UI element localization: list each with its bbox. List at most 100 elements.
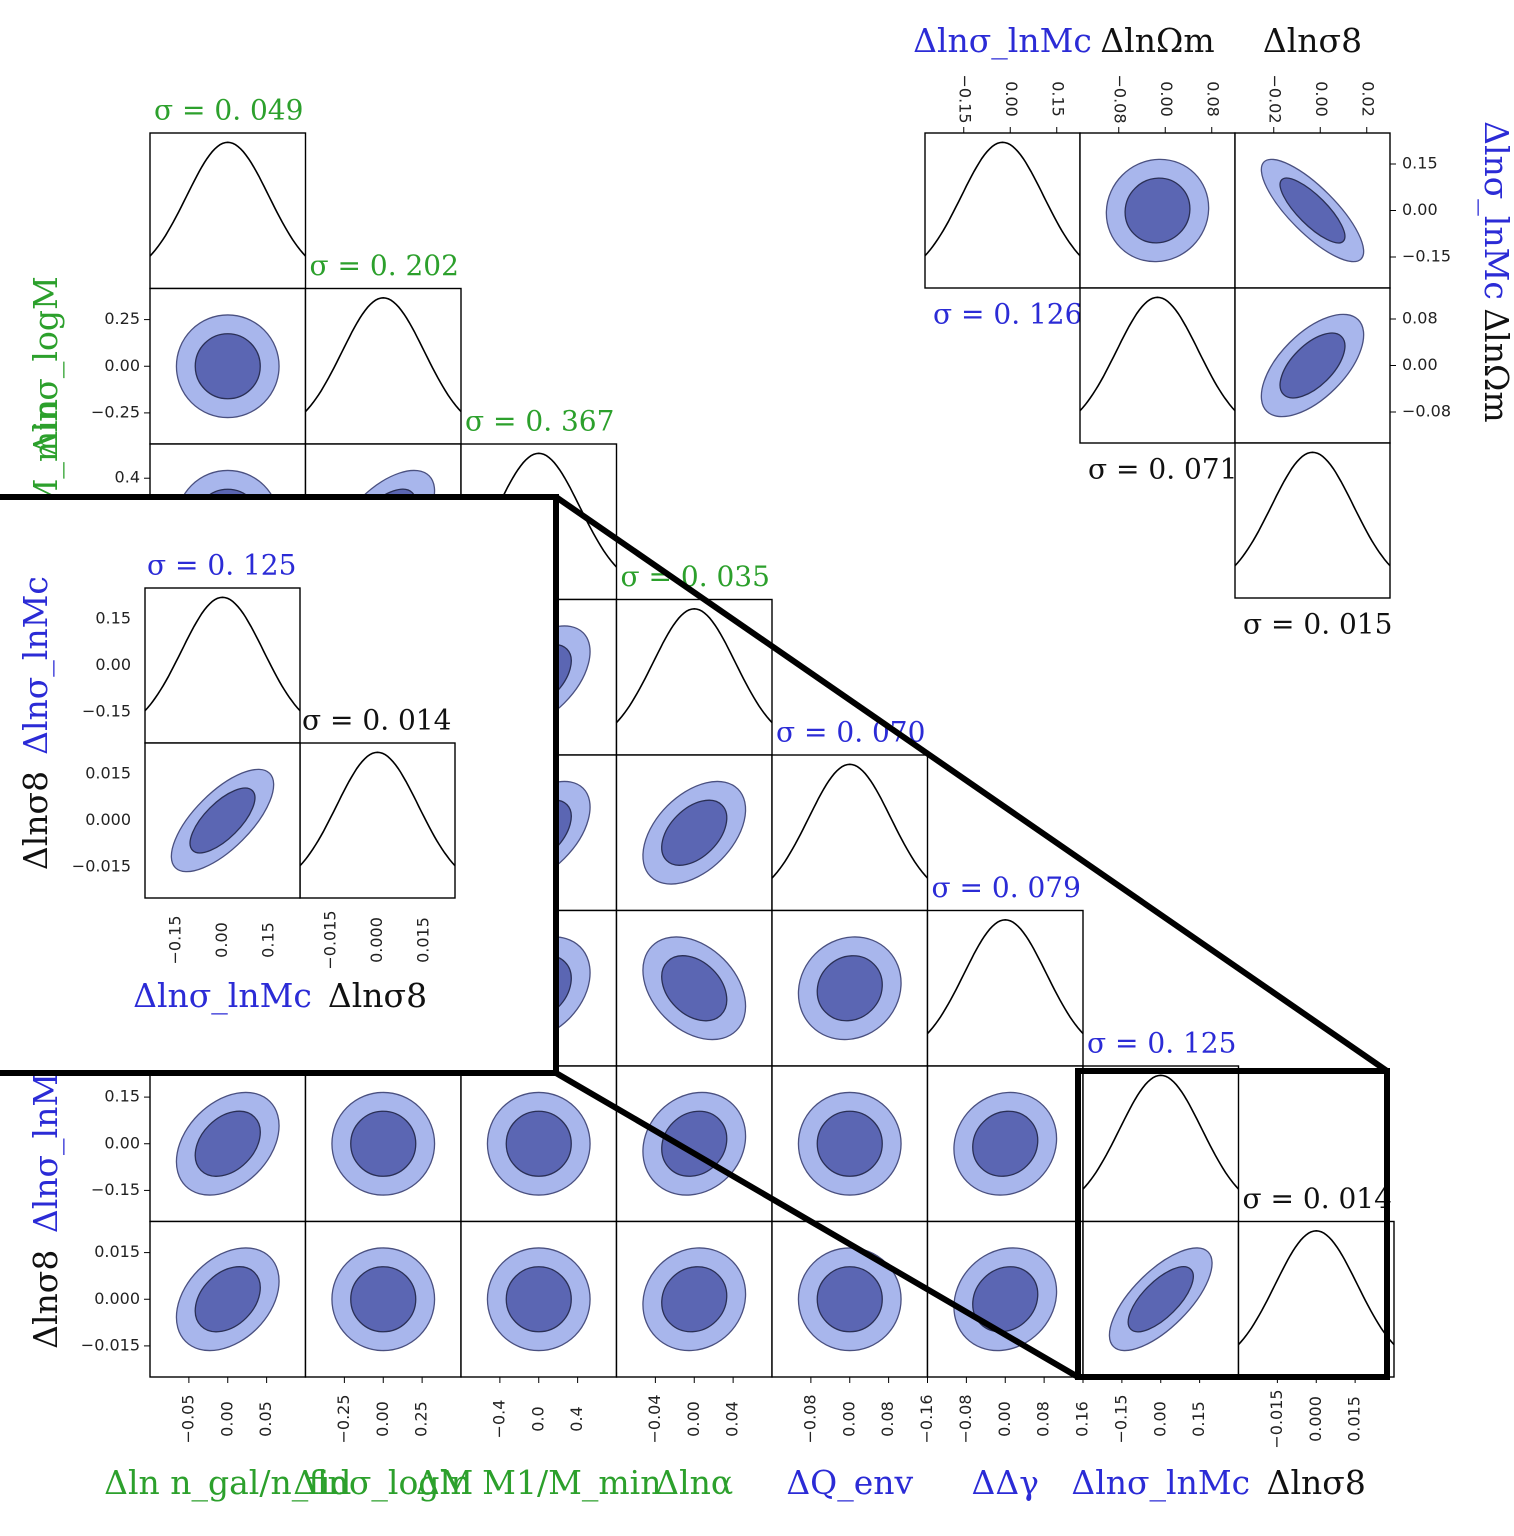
xtick-label-6-0: −0.15	[1111, 1394, 1130, 1443]
panel-7-1-68-contour	[350, 1266, 417, 1333]
panel-7-0-68-contour	[194, 1266, 261, 1333]
top-xtick-label-2-1: 0.00	[1312, 81, 1331, 117]
inset-panel-1-0-68-contour	[189, 787, 256, 854]
xtick-label-2-1: 0.0	[528, 1406, 547, 1431]
inset-ytick-label-0-2: −0.15	[82, 702, 131, 721]
diag-5-curve	[926, 918, 1084, 1035]
ytick-label-6-1: 0.00	[104, 1133, 140, 1152]
diag-7-curve	[1237, 1229, 1395, 1346]
sigma-label-1: σ = 0. 202	[310, 249, 459, 282]
panel-7-6-ellipses	[1108, 1247, 1213, 1352]
top-ytick-label-1-0: 0.08	[1402, 309, 1438, 328]
top-diag-2-curve	[1234, 451, 1391, 567]
top-panel-0-2-ellipses	[1260, 158, 1365, 263]
inset-sigma-label-1: σ = 0. 014	[302, 704, 451, 737]
panel-7-2-68-contour	[505, 1266, 572, 1333]
sigma-label-3: σ = 0. 035	[621, 560, 770, 593]
inset-ytick-label-1-1: 0.000	[85, 810, 131, 829]
inset-ytick-label-0-1: 0.00	[95, 655, 131, 674]
inset-panel-1-0-ellipses	[170, 768, 275, 873]
inset-diag-0-frame	[144, 587, 301, 744]
top-xtick-label-0-2: 0.15	[1048, 81, 1067, 117]
panel-6-5-68-contour	[972, 1110, 1039, 1177]
top-diag-2-frame	[1234, 442, 1391, 599]
panel-5-4-frame	[771, 909, 929, 1067]
ytick-label-2-0: 0.4	[115, 468, 140, 487]
top-xtick-label-1-2: 0.08	[1203, 81, 1222, 117]
top-panel-0-2-68-contour	[1279, 177, 1346, 244]
diag-6-frame	[1082, 1065, 1240, 1223]
panel-7-6-68-contour	[1127, 1266, 1194, 1333]
xtick-label-5-4: 0.16	[1073, 1401, 1092, 1437]
inset-xtick-label-0-0: −0.15	[166, 915, 185, 964]
panel-7-4-ellipses	[797, 1247, 902, 1352]
xtick-label-4-2: 0.08	[878, 1401, 897, 1437]
zoom-box	[1075, 1068, 1390, 1380]
xaxis-label-7: Δlnσ8	[1267, 1463, 1366, 1502]
xtick-label-5-3: 0.08	[1034, 1401, 1053, 1437]
xaxis-label-6: Δlnσ_lnMc	[1071, 1463, 1250, 1503]
diag-3-frame	[615, 598, 773, 756]
top-ytick-label-0-2: −0.15	[1402, 247, 1451, 266]
panel-5-3-ellipses	[642, 936, 747, 1041]
panel-7-2-ellipses	[486, 1247, 591, 1352]
xtick-label-7-1: 0.000	[1306, 1396, 1325, 1442]
xtick-label-5-2: 0.00	[995, 1401, 1014, 1437]
ytick-label-7-2: −0.015	[81, 1335, 140, 1354]
inset-ytick-label-1-0: 0.015	[85, 764, 131, 783]
diag-7-frame	[1237, 1220, 1395, 1378]
sigma-label-4: σ = 0. 070	[776, 716, 925, 749]
top-ytick-label-1-2: −0.08	[1402, 402, 1451, 421]
xtick-label-6-1: 0.00	[1150, 1401, 1169, 1437]
inset-sigma-label-0: σ = 0. 125	[147, 549, 296, 582]
top-xtick-label-0-0: −0.15	[955, 74, 974, 123]
sigma-label-5: σ = 0. 079	[932, 871, 1081, 904]
xtick-label-7-2: 0.015	[1345, 1396, 1364, 1442]
panel-5-3-68-contour	[661, 955, 728, 1022]
diag-5-frame	[926, 909, 1084, 1067]
xtick-label-4-1: 0.00	[839, 1401, 858, 1437]
inset-xtick-label-1-1: 0.000	[367, 917, 386, 963]
top-diag-1-frame	[1079, 287, 1236, 444]
inset-ytick-label-0-0: 0.15	[95, 609, 131, 628]
xtick-label-2-2: 0.4	[567, 1406, 586, 1431]
panel-6-0-ellipses	[175, 1091, 280, 1196]
xtick-label-4-0: −0.08	[800, 1394, 819, 1443]
panel-5-4-68-contour	[816, 955, 883, 1022]
top-ytick-label-1-1: 0.00	[1402, 355, 1438, 374]
ytick-label-1-1: 0.00	[104, 356, 140, 375]
top-panel-1-2-ellipses	[1260, 313, 1365, 418]
xaxis-label-2: Δln M1/M_min	[416, 1463, 661, 1503]
ytick-label-7-0: 0.015	[94, 1242, 140, 1261]
inset-xtick-label-0-2: 0.15	[259, 922, 278, 958]
xtick-label-1-2: 0.25	[412, 1401, 431, 1437]
panel-7-3-68-contour	[661, 1266, 728, 1333]
panel-5-4-ellipses	[797, 936, 902, 1041]
inset-xtick-label-1-0: −0.015	[321, 910, 340, 969]
top-right-corner-plot: σ = 0. 126 σ = 0. 071 σ = 0. 015 −0.15 0.00 0…	[913, 21, 1514, 641]
inset-xtick-label-1-2: 0.015	[414, 917, 433, 963]
panel-1-0-68-contour	[194, 333, 261, 400]
sigma-label-2: σ = 0. 367	[465, 405, 614, 438]
yaxis-label-6: Δlnσ_lnMc	[26, 1054, 66, 1233]
top-diag-1-curve	[1079, 296, 1236, 412]
top-xaxis-label-0: Δlnσ_lnMc	[913, 21, 1092, 61]
xtick-label-3-1: 0.00	[684, 1401, 703, 1437]
diag-4-curve	[771, 763, 929, 879]
diag-3-curve	[615, 607, 773, 724]
top-sigma-label-2: σ = 0. 015	[1243, 608, 1392, 641]
panel-7-3-ellipses	[642, 1247, 747, 1352]
xtick-label-6-2: 0.15	[1189, 1401, 1208, 1437]
top-xtick-label-1-0: −0.08	[1110, 74, 1129, 123]
panel-6-1-ellipses	[331, 1091, 436, 1196]
diag-0-frame	[149, 132, 307, 290]
xaxis-label-0: Δln n_gal/n_fid	[104, 1463, 351, 1503]
xtick-label-3-2: 0.04	[723, 1401, 742, 1437]
panel-7-1-ellipses	[331, 1247, 436, 1352]
panel-4-3-ellipses	[642, 780, 747, 885]
yaxis-label-7: Δlnσ8	[26, 1250, 65, 1349]
top-panel-1-2-68-contour	[1279, 332, 1346, 399]
inset-diag-1-frame	[299, 742, 456, 899]
diag-1-frame	[304, 287, 462, 445]
